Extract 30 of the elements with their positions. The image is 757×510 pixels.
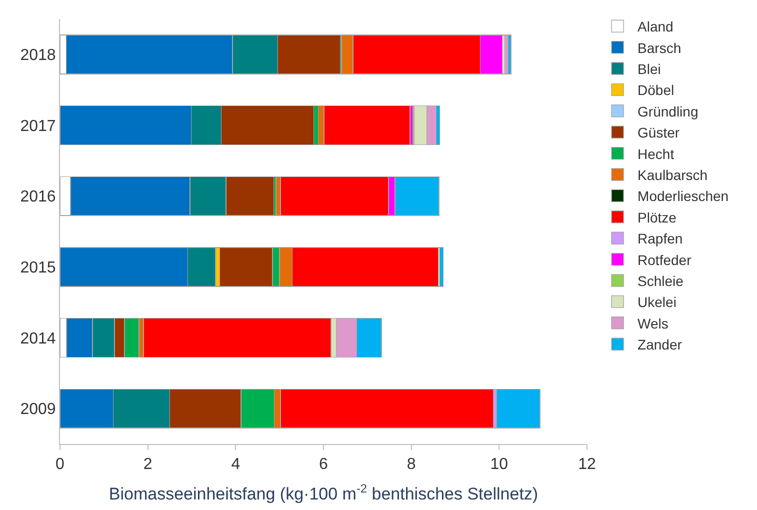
x-tick-label: 10 — [490, 456, 508, 474]
legend-label: Rotfeder — [638, 252, 692, 268]
legend-label: Kaulbarsch — [638, 166, 708, 183]
x-tick-label: 6 — [319, 456, 328, 474]
legend-label: Blei — [638, 60, 661, 77]
legend-label: Güster — [638, 124, 680, 141]
y-tick-label: 2018 — [20, 47, 56, 64]
y-tick-label: 2015 — [20, 260, 56, 277]
legend-label: Gründling — [638, 103, 698, 120]
x-tick-label: 2 — [143, 456, 152, 474]
y-tick-label: 2014 — [20, 330, 56, 348]
x-tick-label: 12 — [578, 456, 596, 474]
legend-label: Moderlieschen — [638, 188, 729, 204]
legend-label: Ukelei — [638, 294, 676, 310]
legend-label: Wels — [638, 315, 668, 332]
y-tick-label: 2016 — [20, 188, 56, 206]
x-tick-label: 0 — [56, 456, 65, 474]
x-axis-title: Biomasseeinheitsfang (kg·100 m$^{-2}$ benthisches Stellnetz) — [108, 481, 538, 504]
y-tick-label: 2017 — [20, 118, 56, 135]
legend-label: Zander — [638, 336, 682, 353]
legend-label: Rapfen — [638, 230, 683, 247]
legend-label: Hecht — [638, 146, 674, 162]
legend-label: Aland — [638, 18, 674, 35]
legend-label: Döbel — [638, 82, 674, 98]
y-tick-label: 2009 — [20, 401, 56, 418]
legend-label: Plötze — [638, 209, 677, 226]
x-tick-label: 8 — [406, 456, 416, 474]
legend-label: Barsch — [638, 40, 682, 56]
x-tick-label: 4 — [231, 456, 240, 474]
legend-label: Schleie — [638, 272, 684, 289]
